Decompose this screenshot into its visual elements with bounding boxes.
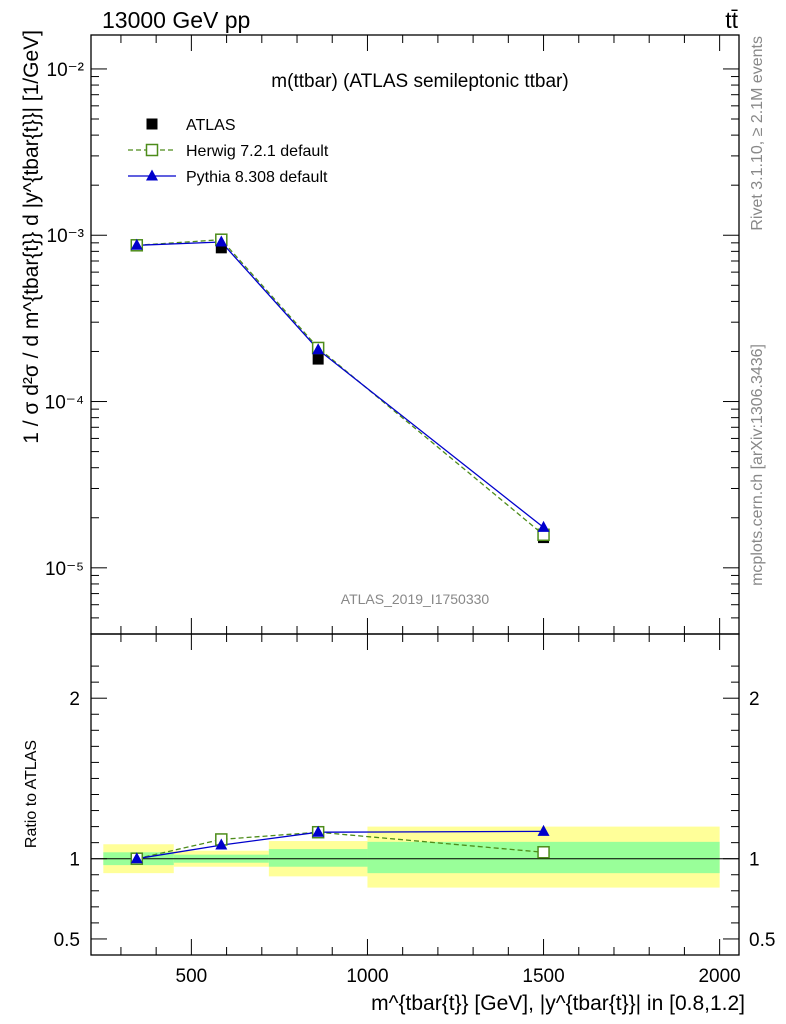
ratio-point-s1-1 xyxy=(215,838,228,850)
ratio-plot-area xyxy=(91,824,739,888)
legend-entry-1: Herwig 7.2.1 default xyxy=(186,143,329,160)
main-point-s0-2 xyxy=(312,353,324,365)
x-tick-label: 1500 xyxy=(522,966,564,987)
main-series-line-2 xyxy=(136,241,544,528)
ratio-series-line-0 xyxy=(136,831,544,860)
mcplots-label: mcplots.cern.ch [arXiv:1306.3436] xyxy=(749,344,766,586)
legend-marker-1 xyxy=(145,143,159,157)
main-y-tick-label: 10⁻⁵ xyxy=(45,559,84,580)
legend-marker-2 xyxy=(146,169,158,181)
main-point-s2-0 xyxy=(130,238,143,250)
main-point-s0-1 xyxy=(215,242,227,254)
ratio-y-tick-label-right: 1 xyxy=(749,850,760,871)
rivet-version-label: Rivet 3.1.10, ≥ 2.1M events xyxy=(749,36,766,231)
main-plot-area xyxy=(130,233,550,544)
main-panel: 10⁻² 10⁻³ 10⁻⁴ 10⁻⁵ m(ttbar) (ATLAS semilep… xyxy=(20,30,740,635)
x-tick-label: 500 xyxy=(176,966,208,987)
ratio-point-s1-3 xyxy=(537,824,550,836)
chart-title: m(ttbar) (ATLAS semileptonic ttbar) xyxy=(271,71,568,92)
main-point-s2-2 xyxy=(312,343,325,355)
main-series-line-1 xyxy=(136,239,544,536)
ratio-series-line-1 xyxy=(136,830,544,860)
ratio-panel: 500 1000 1500 2000 0.5 0.5 1 1 2 2 Ratio to ATLAS… xyxy=(23,633,775,1015)
ratio-y-tick-label-left: 2 xyxy=(69,689,80,710)
legend-entry-0: ATLAS xyxy=(186,117,236,134)
x-tick-label: 2000 xyxy=(698,966,740,987)
header-energy-label: 13000 GeV pp xyxy=(102,7,250,33)
ratio-y-tick-label-right: 2 xyxy=(749,689,760,710)
main-y-tick-label: 10⁻³ xyxy=(47,226,85,247)
legend-marker-0 xyxy=(146,118,158,130)
ratio-stat-band-2 xyxy=(268,849,368,867)
ratio-frame xyxy=(90,633,740,956)
main-point-s2-1 xyxy=(215,235,228,247)
legend: ATLAS Herwig 7.2.1 default Pythia 8.308 de… xyxy=(128,117,329,186)
ratio-point-s1-0 xyxy=(130,852,143,864)
x-tick-label: 1000 xyxy=(346,966,388,987)
main-y-tick-label: 10⁻⁴ xyxy=(45,393,84,414)
legend-entry-2: Pythia 8.308 default xyxy=(186,169,328,186)
main-y-axis-label: 1 / σ d²σ / d m^{tbar{t}} d |y^{tbar{t}}… xyxy=(20,30,43,444)
analysis-watermark: ATLAS_2019_I1750330 xyxy=(341,591,490,607)
ratio-y-tick-label-left: 0.5 xyxy=(54,930,80,951)
main-point-s2-3 xyxy=(537,520,550,532)
ratio-y-tick-label-right: 0.5 xyxy=(749,930,775,951)
header-process-label: tt̄ xyxy=(725,7,738,33)
main-y-tick-label: 10⁻² xyxy=(47,60,85,81)
ratio-point-s1-2 xyxy=(312,825,325,837)
main-axis-ticks: 10⁻² 10⁻³ 10⁻⁴ 10⁻⁵ xyxy=(45,35,739,635)
ratio-y-axis-label: Ratio to ATLAS xyxy=(23,740,40,848)
x-axis-label: m^{tbar{t}} [GeV], |y^{tbar{t}}| in [0.8… xyxy=(371,992,745,1015)
ratio-point-s0-3 xyxy=(537,846,550,859)
ratio-y-tick-label-left: 1 xyxy=(69,850,80,871)
ratio-axis-ticks: 500 1000 1500 2000 0.5 0.5 1 1 2 2 xyxy=(54,634,775,987)
